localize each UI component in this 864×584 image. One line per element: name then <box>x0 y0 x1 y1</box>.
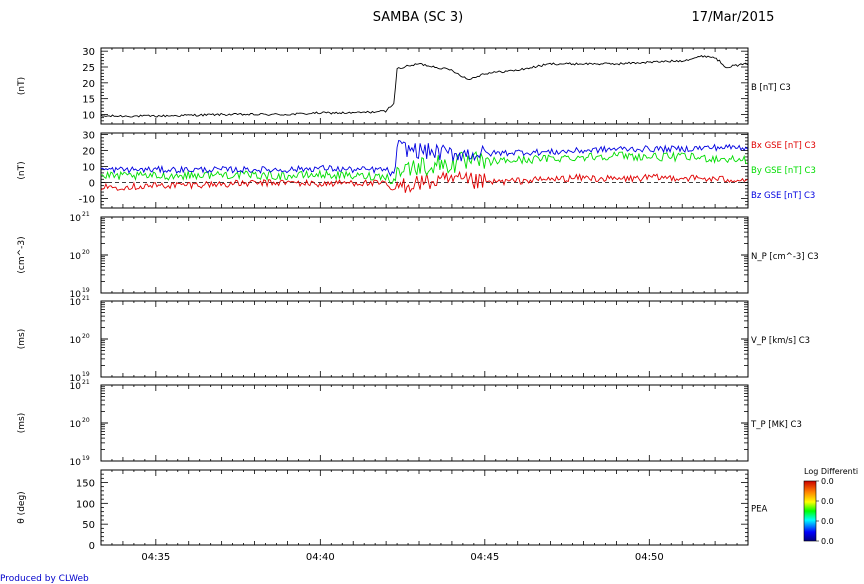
y-tick-label: 10 <box>70 252 82 262</box>
y-tick-exponent: 21 <box>82 211 90 218</box>
y-axis-label: θ (deg) <box>17 491 27 523</box>
panel-6: 0 50 100 150 θ (deg) PEA 04:35 04:40 04:45 04:50 <box>17 469 767 563</box>
y-tick-label: 30 <box>82 47 95 58</box>
y-tick-label: 10 <box>70 214 82 224</box>
y-tick-exponent: 19 <box>82 455 90 462</box>
series-line <box>100 170 748 193</box>
y-tick-exponent: 21 <box>82 295 90 302</box>
y-tick-label: 10 <box>70 290 82 300</box>
y-tick-label: 0 <box>89 178 95 189</box>
y-tick-label: 0 <box>89 541 95 552</box>
series-label: T_P [MK] C3 <box>750 420 802 430</box>
colorbar-bar <box>803 480 817 542</box>
y-tick-label: 10 <box>70 458 82 468</box>
y-tick-exponent: 21 <box>82 379 90 386</box>
y-tick-label: 10 <box>70 420 82 430</box>
y-tick-label: 10 <box>82 163 95 174</box>
y-tick-exponent: 20 <box>82 417 90 424</box>
series-line <box>100 55 748 118</box>
panel-frame <box>100 384 749 462</box>
series-label: Bx GSE [nT] C3 <box>751 141 816 151</box>
y-tick-label: -10 <box>79 194 95 205</box>
panel-frame <box>100 47 749 125</box>
y-axis-label: (nT) <box>17 161 27 179</box>
series-label: N_P [cm^-3] C3 <box>751 252 819 262</box>
y-axis-label: (cm^-3) <box>17 236 27 273</box>
colorbar-label: Log Differenti <box>804 467 858 476</box>
panel-frame <box>100 469 749 546</box>
y-tick-exponent: 19 <box>82 287 90 294</box>
y-tick-label: 10 <box>70 374 82 384</box>
panel-frame <box>100 300 749 378</box>
y-tick-exponent: 19 <box>82 371 90 378</box>
series-label: B [nT] C3 <box>751 83 791 93</box>
y-axis-label: (ms) <box>17 413 27 433</box>
y-tick-label: 10 <box>70 336 82 346</box>
x-tick-label: 04:40 <box>306 552 335 563</box>
x-tick-label: 04:35 <box>141 552 170 563</box>
y-tick-label: 10 <box>70 298 82 308</box>
series-label: Bz GSE [nT] C3 <box>751 191 815 201</box>
series-label: V_P [km/s] C3 <box>751 336 810 346</box>
panel-frame <box>100 216 749 294</box>
series-line <box>100 150 748 185</box>
y-tick-label: 15 <box>82 95 95 106</box>
y-tick-label: 30 <box>82 131 95 142</box>
colorbar-tick-label: 0.0 <box>821 477 834 486</box>
y-tick-label: 20 <box>82 147 95 158</box>
y-tick-label: 10 <box>70 382 82 392</box>
y-tick-label: 100 <box>76 499 95 510</box>
colorbar-tick-label: 0.0 <box>821 517 834 526</box>
y-axis-label: (nT) <box>17 77 27 95</box>
credit-text: Produced by CLWeb <box>0 574 89 584</box>
plot-date: 17/Mar/2015 <box>692 10 775 25</box>
y-tick-label: 150 <box>76 479 95 490</box>
y-tick-exponent: 20 <box>82 333 90 340</box>
y-tick-exponent: 20 <box>82 249 90 256</box>
x-tick-label: 04:45 <box>470 552 499 563</box>
y-tick-label: 25 <box>82 63 95 74</box>
y-axis-label: (ms) <box>17 329 27 349</box>
panel-1: 10 15 20 25 30 (nT) B [nT] C3 <box>17 47 791 125</box>
y-tick-label: 10 <box>82 111 95 122</box>
panel-2: -10 0 10 20 30 (nT) Bx GSE [nT] C3 By GSE [nT] … <box>17 131 816 209</box>
colorbar-tick-label: 0.0 <box>821 497 834 506</box>
colorbar-tick-label: 0.0 <box>821 537 834 546</box>
series-label: By GSE [nT] C3 <box>751 166 816 176</box>
series-line <box>100 139 748 177</box>
series-label: PEA <box>751 505 767 515</box>
y-tick-label: 20 <box>82 79 95 90</box>
panel-frame <box>100 132 749 209</box>
y-tick-label: 50 <box>82 520 95 531</box>
x-tick-label: 04:50 <box>635 552 664 563</box>
plot-title: SAMBA (SC 3) <box>373 10 463 25</box>
